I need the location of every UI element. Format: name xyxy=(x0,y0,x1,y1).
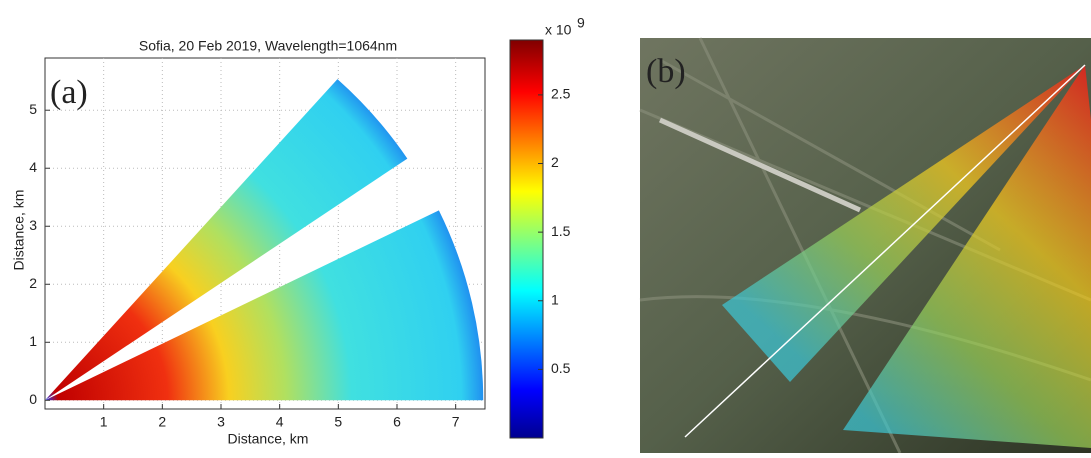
x-tick-label: 6 xyxy=(393,414,401,430)
x-tick-label: 3 xyxy=(217,414,225,430)
y-tick-label: 0 xyxy=(29,391,37,407)
panel-label: (a) xyxy=(50,74,88,111)
chart-title: Sofia, 20 Feb 2019, Wavelength=1064nm xyxy=(139,38,397,54)
x-tick-label: 7 xyxy=(452,414,460,430)
colorbar-tick-label: 2.5 xyxy=(551,86,571,102)
x-axis-label: Distance, km xyxy=(228,431,309,447)
y-tick-label: 3 xyxy=(29,217,37,233)
map-panel: (b) xyxy=(640,38,1091,453)
x-tick-label: 1 xyxy=(100,414,108,430)
panel-label: (b) xyxy=(646,53,686,90)
colorbar xyxy=(510,40,543,438)
colorbar-tick-label: 1.5 xyxy=(551,223,571,239)
x-tick-label: 5 xyxy=(334,414,342,430)
colorbar-multiplier: x 10 xyxy=(545,22,572,38)
figure: Sofia, 20 Feb 2019, Wavelength=1064nm Di… xyxy=(0,0,1091,453)
y-tick-label: 1 xyxy=(29,333,37,349)
y-tick-label: 5 xyxy=(29,101,37,117)
y-axis-label: Distance, km xyxy=(11,190,27,271)
x-tick-label: 4 xyxy=(276,414,284,430)
y-tick-label: 4 xyxy=(29,159,37,175)
y-tick-label: 2 xyxy=(29,275,37,291)
colorbar-tick-label: 1 xyxy=(551,291,559,307)
colorbar-exponent: 9 xyxy=(577,15,585,31)
colorbar-tick-label: 2 xyxy=(551,154,559,170)
x-tick-label: 2 xyxy=(158,414,166,430)
colorbar-tick-label: 0.5 xyxy=(551,360,571,376)
